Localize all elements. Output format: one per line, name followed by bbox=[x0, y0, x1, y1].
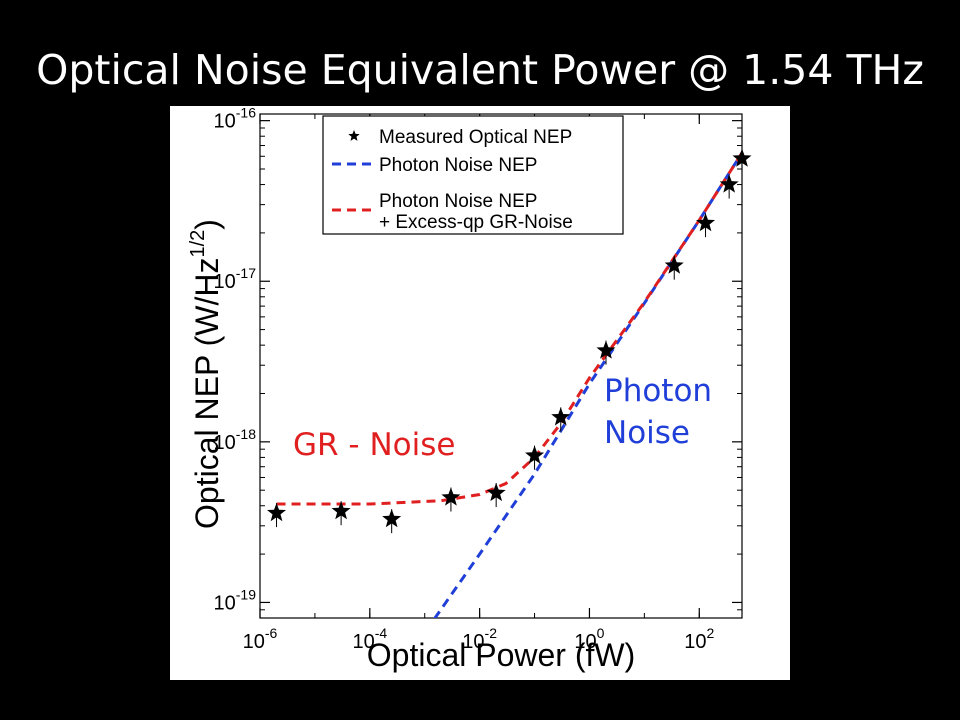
y-tick-label: 10-19 bbox=[214, 586, 257, 614]
measured-nep-point bbox=[719, 174, 739, 193]
x-axis-label: Optical Power (fW) bbox=[367, 637, 635, 673]
measured-nep-point bbox=[525, 445, 545, 464]
legend-marker-star bbox=[348, 130, 360, 141]
measured-nep-point bbox=[382, 509, 402, 528]
photon-noise-annotation-line-1: Photon bbox=[604, 373, 713, 409]
x-tick-label: 100 bbox=[574, 625, 604, 653]
x-tick-label: 10-4 bbox=[352, 625, 387, 653]
legend: Measured Optical NEP Photon Noise NEP Phot… bbox=[322, 115, 624, 235]
measured-nep-point bbox=[486, 483, 506, 502]
series-layer bbox=[267, 148, 752, 618]
legend-label: Photon Noise NEP bbox=[379, 155, 537, 176]
y-axis-label-main: Optical NEP (W/Hz bbox=[189, 258, 225, 529]
y-tick-label: 10-17 bbox=[214, 265, 257, 293]
measured-nep-point bbox=[331, 501, 351, 520]
axis-layer: 10-6 10-4 10-2 100 102 10-19 10-18 10-17 10-16 bbox=[214, 106, 742, 653]
measured-nep-point bbox=[441, 487, 461, 506]
measured-nep-point bbox=[696, 213, 716, 232]
legend-label: + Excess-qp GR-Noise bbox=[379, 212, 573, 233]
x-tick-label: 10-2 bbox=[462, 625, 497, 653]
y-tick-label: 10-18 bbox=[214, 426, 257, 454]
measured-nep-point bbox=[267, 503, 287, 522]
legend-box bbox=[322, 115, 624, 235]
slide-title: Optical Noise Equivalent Power @ 1.54 TH… bbox=[36, 46, 924, 94]
legend-label: Measured Optical NEP bbox=[379, 127, 572, 148]
photon-noise-annotation-line-2: Noise bbox=[604, 415, 690, 451]
y-axis-label-exponent: 1/2 bbox=[187, 230, 209, 258]
photon-noise-annotation: Photon Noise bbox=[604, 370, 744, 454]
x-tick-label: 102 bbox=[684, 625, 714, 653]
measured-nep-point bbox=[596, 340, 616, 359]
y-axis-label: Optical NEP (W/Hz1/2) bbox=[187, 219, 225, 529]
measured-nep-point bbox=[664, 255, 684, 274]
nep-chart: 10-6 10-4 10-2 100 102 10-19 10-18 10-17 10-16 M… bbox=[187, 106, 752, 673]
gr-noise-annotation: GR - Noise bbox=[293, 427, 456, 463]
chart-figure: 10-6 10-4 10-2 100 102 10-19 10-18 10-17 10-16 M… bbox=[170, 106, 790, 680]
legend-label: Photon Noise NEP bbox=[379, 191, 537, 212]
measured-nep-point bbox=[551, 407, 571, 426]
measured-nep-point bbox=[732, 148, 752, 167]
photon-noise-line bbox=[433, 152, 742, 618]
y-tick-label: 10-16 bbox=[214, 106, 257, 133]
x-tick-label: 10-6 bbox=[243, 625, 278, 653]
y-axis-label-close: ) bbox=[189, 219, 225, 230]
